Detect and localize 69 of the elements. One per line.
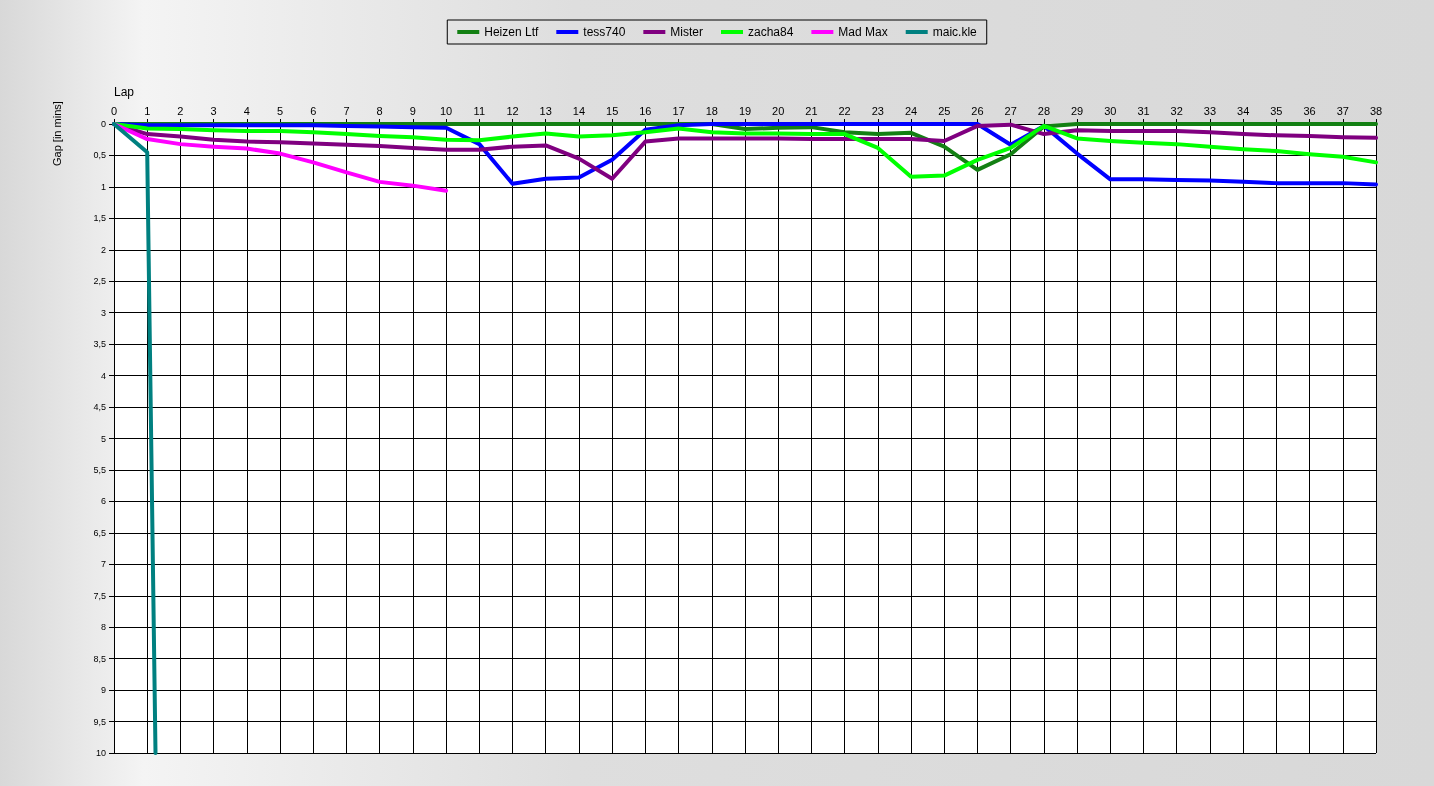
x-tick-label: 0 <box>110 104 118 117</box>
x-tick-label: 19 <box>738 104 752 117</box>
x-tick-label: 22 <box>838 104 851 117</box>
y-tick-label: 2,5 <box>93 276 106 287</box>
x-tick-label: 38 <box>1369 104 1383 117</box>
x-tick-label: 23 <box>871 104 884 117</box>
legend-label: Mad Max <box>838 25 888 39</box>
x-tick-label: 18 <box>705 104 718 117</box>
y-tick-label: 4 <box>100 370 106 381</box>
x-tick-label: 3 <box>210 104 217 117</box>
x-tick-label: 34 <box>1237 104 1250 117</box>
x-tick-label: 12 <box>506 104 519 117</box>
legend-label: maic.kle <box>932 25 978 39</box>
x-tick-label: 17 <box>672 104 685 117</box>
x-tick-label: 30 <box>1104 104 1117 117</box>
x-tick-label: 8 <box>376 104 383 117</box>
y-tick-label: 10 <box>95 748 106 758</box>
x-tick-label: 31 <box>1137 104 1150 117</box>
x-tick-label: 5 <box>276 104 284 117</box>
y-tick-label: 6,5 <box>93 527 106 538</box>
x-tick-label: 35 <box>1270 104 1283 117</box>
y-tick-label: 2 <box>100 244 106 255</box>
x-tick-label: 24 <box>904 104 918 117</box>
x-tick-label: 2 <box>177 104 184 117</box>
legend-label: tess740 <box>583 25 626 39</box>
y-tick-label: 8,5 <box>93 653 106 664</box>
x-tick-label: 27 <box>1004 104 1017 117</box>
y-tick-label: 4,5 <box>93 402 106 413</box>
x-tick-label: 37 <box>1336 104 1349 117</box>
x-tick-label: 25 <box>938 104 951 117</box>
legend-label: Heizen Ltf <box>484 25 539 39</box>
x-tick-label: 4 <box>243 104 250 117</box>
x-axis-title: Lap <box>114 85 135 99</box>
y-tick-label: 5 <box>100 433 106 444</box>
x-tick-label: 29 <box>1070 104 1084 117</box>
y-tick-label: 1,5 <box>93 213 106 224</box>
y-tick-label: 5,5 <box>93 464 106 475</box>
line-series <box>112 122 449 193</box>
y-axis-title: Gap [in mins] <box>51 101 63 166</box>
y-tick-label: 8 <box>100 622 106 633</box>
x-tick-label: 33 <box>1203 104 1217 117</box>
x-tick-label: 14 <box>572 104 586 117</box>
legend-label: Mister <box>670 25 703 39</box>
x-tick-label: 13 <box>539 104 552 117</box>
x-tick-label: 32 <box>1170 104 1183 117</box>
x-tick-label: 21 <box>805 104 818 117</box>
x-tick-label: 10 <box>439 104 453 117</box>
x-tick-label: 26 <box>971 104 984 117</box>
y-tick-label: 1 <box>100 181 106 192</box>
y-tick-label: 0 <box>100 119 106 129</box>
y-tick-label: 6 <box>100 496 106 507</box>
x-tick-label: 36 <box>1303 104 1316 117</box>
legend-label: zacha84 <box>748 25 794 39</box>
x-tick-label: 20 <box>772 104 785 117</box>
x-tick-label: 7 <box>343 104 350 117</box>
x-tick-label: 15 <box>606 104 619 117</box>
y-tick-label: 7,5 <box>93 590 106 601</box>
x-tick-label: 1 <box>144 104 151 117</box>
y-tick-label: 9 <box>100 685 106 696</box>
x-tick-label: 6 <box>310 104 317 117</box>
y-tick-label: 0,5 <box>93 150 106 161</box>
x-tick-label: 28 <box>1037 104 1051 117</box>
y-tick-label: 3,5 <box>93 339 106 350</box>
y-tick-label: 3 <box>100 307 106 318</box>
x-tick-label: 11 <box>473 104 486 117</box>
y-tick-label: 7 <box>100 559 106 570</box>
x-tick-label: 16 <box>639 104 652 117</box>
x-tick-label: 9 <box>409 104 416 117</box>
y-tick-label: 9,5 <box>93 716 106 727</box>
